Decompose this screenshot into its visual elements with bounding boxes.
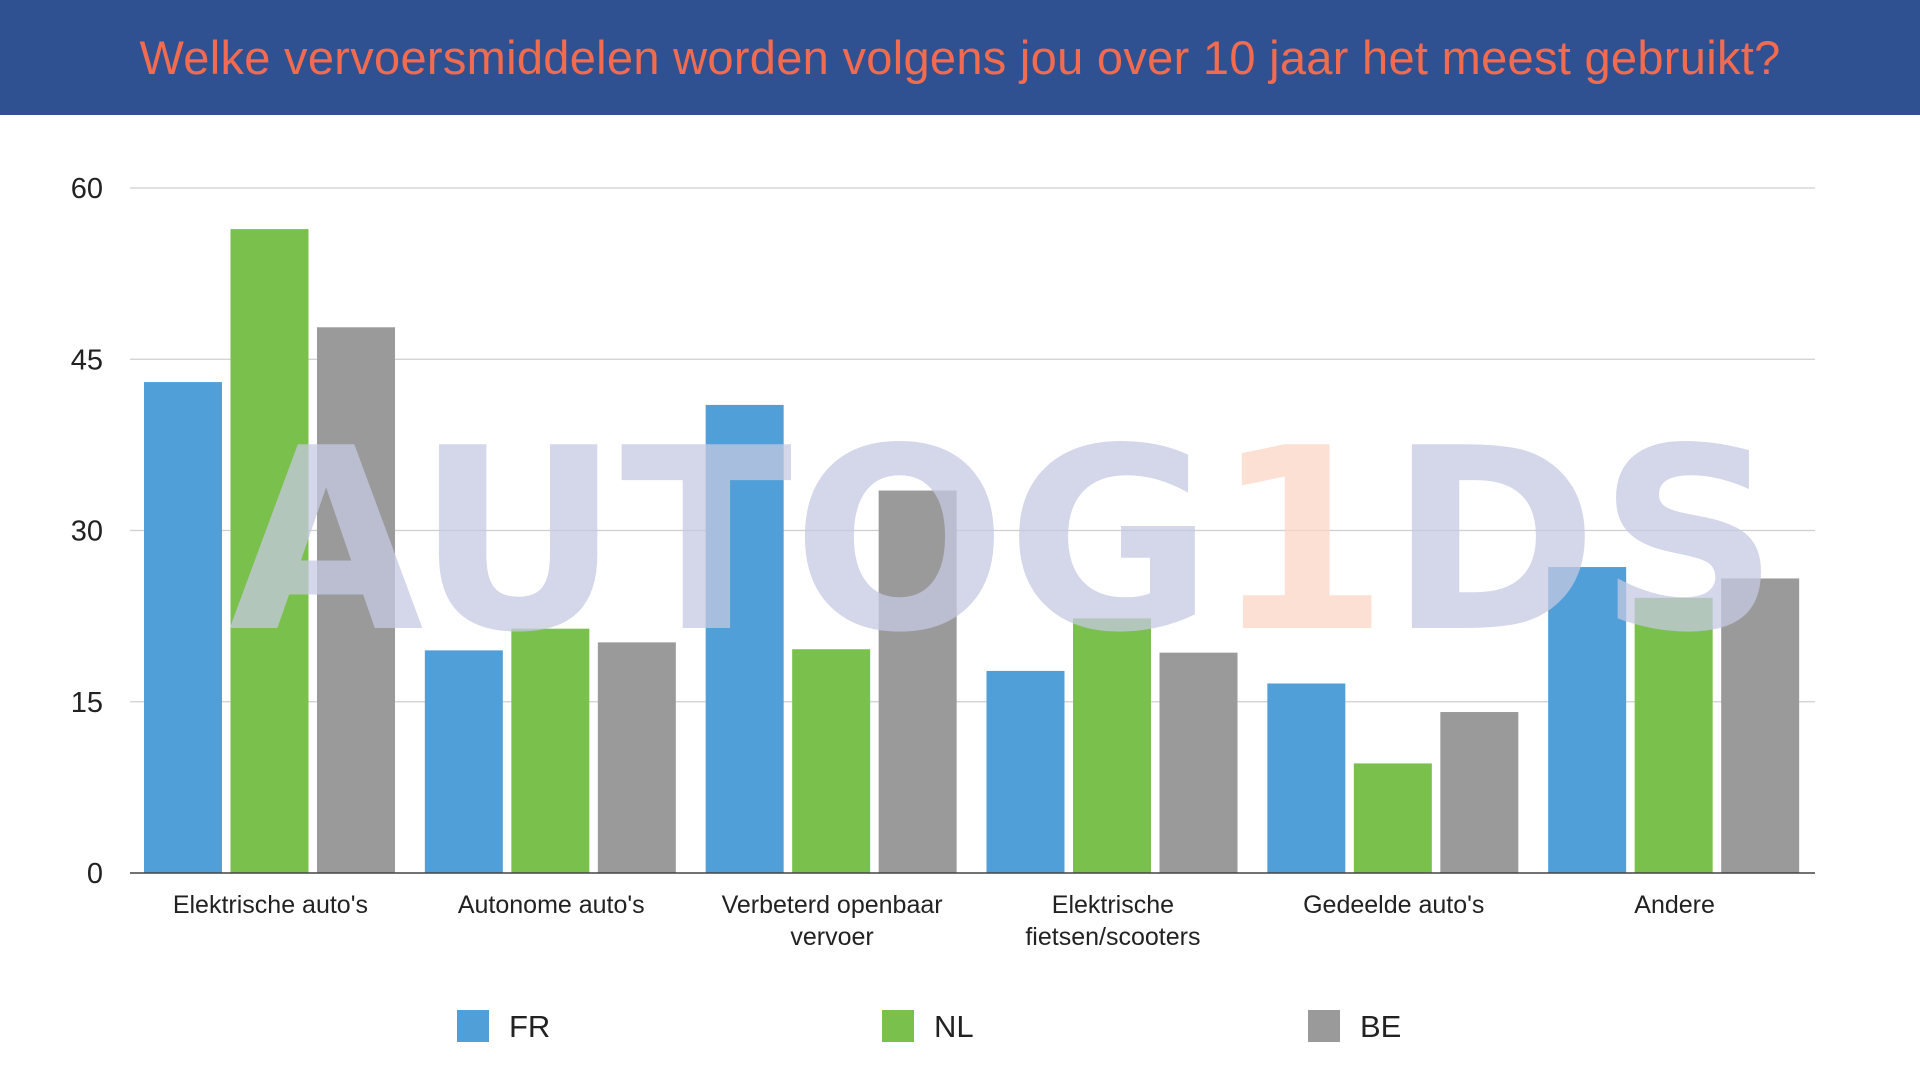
x-tick-label-line: Elektrische	[1052, 891, 1174, 919]
bar-nl	[792, 649, 871, 873]
x-tick-label: Verbeterd openbaar vervoer	[722, 891, 943, 951]
x-tick-label: Elektrische auto's	[173, 891, 368, 919]
bar-be	[1440, 712, 1519, 873]
legend-label-be: BE	[1360, 1009, 1401, 1044]
bar-nl	[1073, 618, 1151, 873]
axis-layer: 0 15 30 45 60 Elektrische auto's Autonome auto…	[71, 173, 1815, 951]
x-tick-label: Gedeelde auto's	[1303, 891, 1484, 919]
x-tick-label-line: vervoer	[790, 923, 873, 951]
legend-swatch-be	[1308, 1010, 1340, 1042]
legend-label-fr: FR	[509, 1009, 550, 1044]
y-tick-label: 15	[71, 687, 103, 719]
x-tick-label-line: Elektrische auto's	[173, 891, 368, 919]
legend: FR NL BE	[457, 1009, 1401, 1044]
bar-fr	[144, 382, 222, 873]
svg-text:AUTOG1DS: AUTOG1DS	[229, 395, 1780, 688]
bar-fr	[1267, 683, 1346, 873]
y-tick-label: 30	[71, 516, 103, 548]
bar-be	[878, 490, 957, 873]
grid-layer	[130, 187, 1815, 703]
title-bar: Welke vervoersmiddelen worden volgens jo…	[0, 0, 1920, 115]
x-tick-label: Elektrische fietsen/scooters	[1025, 891, 1200, 951]
bar-layer	[144, 229, 1800, 874]
x-tick-label-line: fietsen/scooters	[1025, 923, 1200, 951]
x-tick-label-line: Gedeelde auto's	[1303, 891, 1484, 919]
bar-nl	[511, 628, 590, 873]
x-tick-label: Andere	[1634, 891, 1715, 919]
legend-label-nl: NL	[934, 1009, 974, 1044]
bar-be	[597, 642, 676, 873]
bar-fr	[986, 670, 1065, 873]
bar-nl	[230, 229, 309, 874]
bar-be	[1721, 578, 1800, 873]
x-tick-label-line: Verbeterd openbaar	[722, 891, 943, 919]
x-tick-label-line: Autonome auto's	[458, 891, 645, 919]
watermark-suffix: DS	[1389, 395, 1780, 688]
x-tick-label: Autonome auto's	[458, 891, 645, 919]
chart-title: Welke vervoersmiddelen worden volgens jo…	[139, 31, 1781, 84]
bar-be	[317, 327, 395, 873]
bar-fr	[1548, 567, 1627, 873]
bar-be	[1159, 652, 1238, 873]
bar-fr	[705, 404, 784, 873]
bar-nl	[1634, 597, 1713, 873]
watermark-highlight: 1	[1213, 395, 1388, 688]
legend-swatch-fr	[457, 1010, 489, 1042]
y-tick-label: 45	[71, 344, 103, 376]
watermark: AUTOG1DS	[229, 395, 1780, 688]
bar-fr	[424, 650, 503, 873]
x-tick-label-line: Andere	[1634, 891, 1715, 919]
legend-swatch-nl	[882, 1010, 914, 1042]
y-tick-label: 60	[71, 173, 103, 205]
y-tick-label: 0	[87, 858, 103, 890]
bar-nl	[1353, 763, 1432, 873]
watermark-prefix: AUTOG	[229, 395, 1214, 688]
